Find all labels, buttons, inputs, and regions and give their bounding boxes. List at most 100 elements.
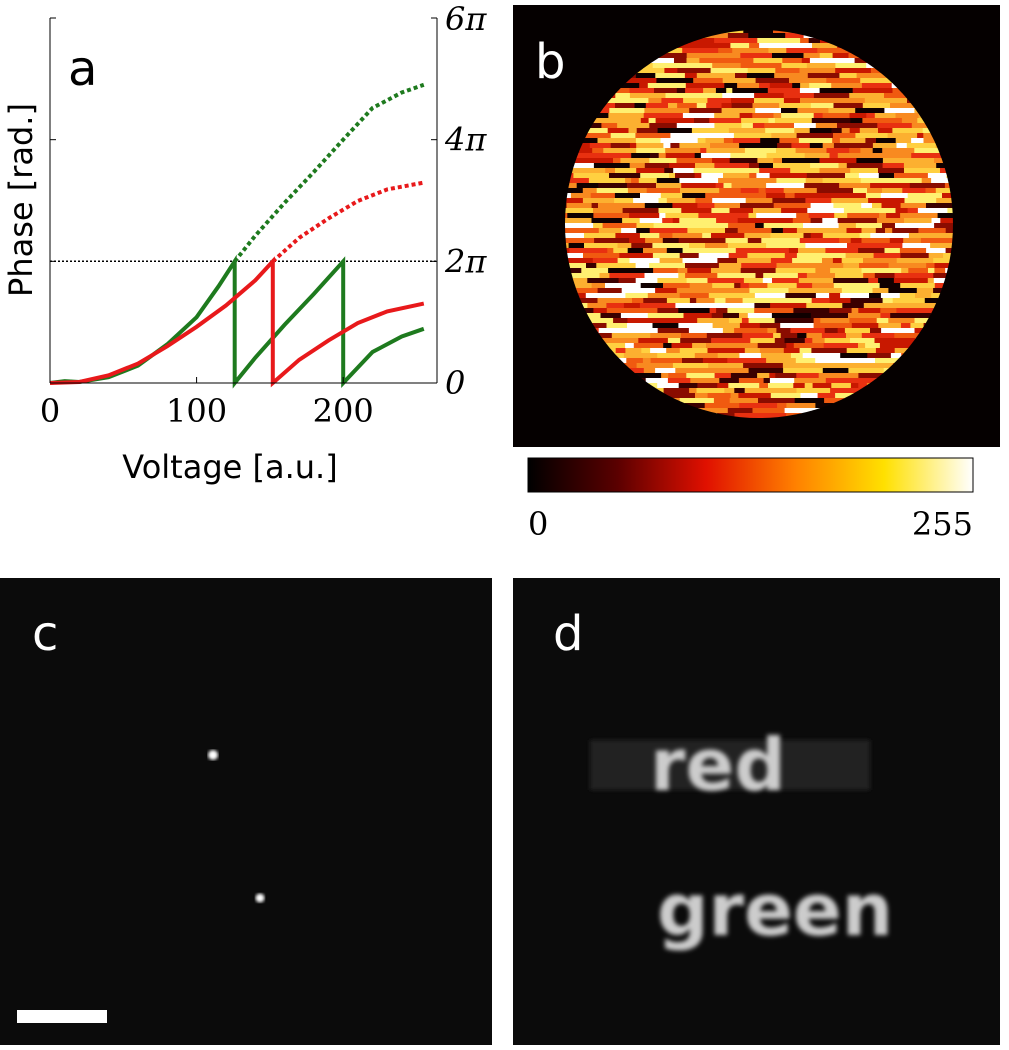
texture: [643, 298, 668, 304]
texture: [681, 208, 712, 214]
texture: [879, 283, 901, 289]
texture: [931, 218, 941, 224]
texture: [731, 183, 767, 189]
texture: [884, 248, 901, 254]
texture: [599, 273, 610, 279]
texture: [665, 93, 689, 99]
texture: [933, 278, 953, 284]
texture: [758, 398, 796, 404]
texture: [597, 138, 637, 144]
texture: [911, 153, 943, 159]
texture: [804, 338, 813, 344]
texture: [780, 298, 813, 304]
texture: [763, 223, 804, 229]
texture: [789, 78, 827, 84]
texture: [910, 323, 925, 329]
texture: [737, 218, 761, 224]
texture: [819, 53, 834, 59]
texture: [697, 138, 707, 144]
texture: [769, 83, 793, 89]
texture: [762, 278, 773, 284]
texture: [804, 183, 840, 189]
texture: [894, 273, 934, 279]
texture: [677, 103, 698, 109]
texture: [650, 348, 667, 354]
texture: [888, 288, 918, 294]
texture: [705, 193, 728, 199]
texture: [830, 268, 863, 274]
texture: [933, 258, 953, 264]
spot: [255, 893, 265, 903]
texture: [748, 213, 757, 219]
texture: [605, 283, 642, 289]
texture: [831, 198, 869, 204]
texture: [815, 358, 849, 364]
texture: [610, 143, 631, 149]
texture: [820, 148, 827, 154]
texture: [565, 273, 600, 279]
texture: [602, 223, 637, 229]
texture: [731, 98, 755, 104]
texture: [588, 178, 626, 184]
texture: [930, 243, 953, 249]
texture: [759, 218, 794, 224]
texture: [739, 403, 778, 409]
texture: [726, 88, 733, 94]
texture: [772, 278, 800, 284]
texture: [810, 203, 834, 209]
texture: [734, 328, 768, 334]
texture: [708, 363, 744, 369]
texture: [718, 48, 733, 54]
texture: [672, 363, 709, 369]
panel-label: d: [553, 606, 583, 662]
texture: [659, 258, 683, 264]
texture: [717, 258, 738, 264]
texture: [615, 233, 628, 239]
texture: [725, 228, 739, 234]
texture: [647, 58, 675, 64]
texture: [747, 238, 762, 244]
texture: [852, 88, 893, 94]
texture: [639, 303, 676, 309]
texture: [790, 353, 804, 359]
texture: [899, 293, 916, 299]
texture: [587, 113, 609, 119]
texture: [882, 148, 915, 154]
texture: [719, 378, 740, 384]
texture: [691, 223, 729, 229]
texture: [665, 148, 701, 154]
texture: [775, 373, 797, 379]
texture: [873, 253, 901, 259]
texture: [766, 243, 806, 249]
texture: [872, 148, 883, 154]
texture: [782, 228, 798, 234]
texture: [636, 223, 655, 229]
texture: [926, 263, 935, 269]
texture: [661, 373, 669, 379]
texture: [598, 328, 637, 334]
texture: [916, 288, 934, 294]
texture: [874, 273, 895, 279]
texture: [894, 173, 929, 179]
texture: [772, 198, 806, 204]
texture: [755, 108, 782, 114]
texture: [625, 178, 632, 184]
texture: [684, 38, 715, 44]
texture: [872, 203, 882, 209]
texture: [691, 128, 730, 134]
texture: [848, 368, 885, 374]
texture: [573, 173, 610, 179]
texture: [649, 228, 659, 234]
texture: [849, 148, 861, 154]
texture: [588, 318, 614, 324]
texture: [631, 338, 639, 344]
texture: [841, 258, 864, 264]
texture: [840, 353, 868, 359]
texture: [783, 368, 824, 374]
texture: [847, 243, 864, 249]
texture: [863, 243, 903, 249]
texture: [902, 188, 926, 194]
texture: [657, 308, 668, 314]
texture: [797, 108, 829, 114]
texture: [831, 83, 863, 89]
